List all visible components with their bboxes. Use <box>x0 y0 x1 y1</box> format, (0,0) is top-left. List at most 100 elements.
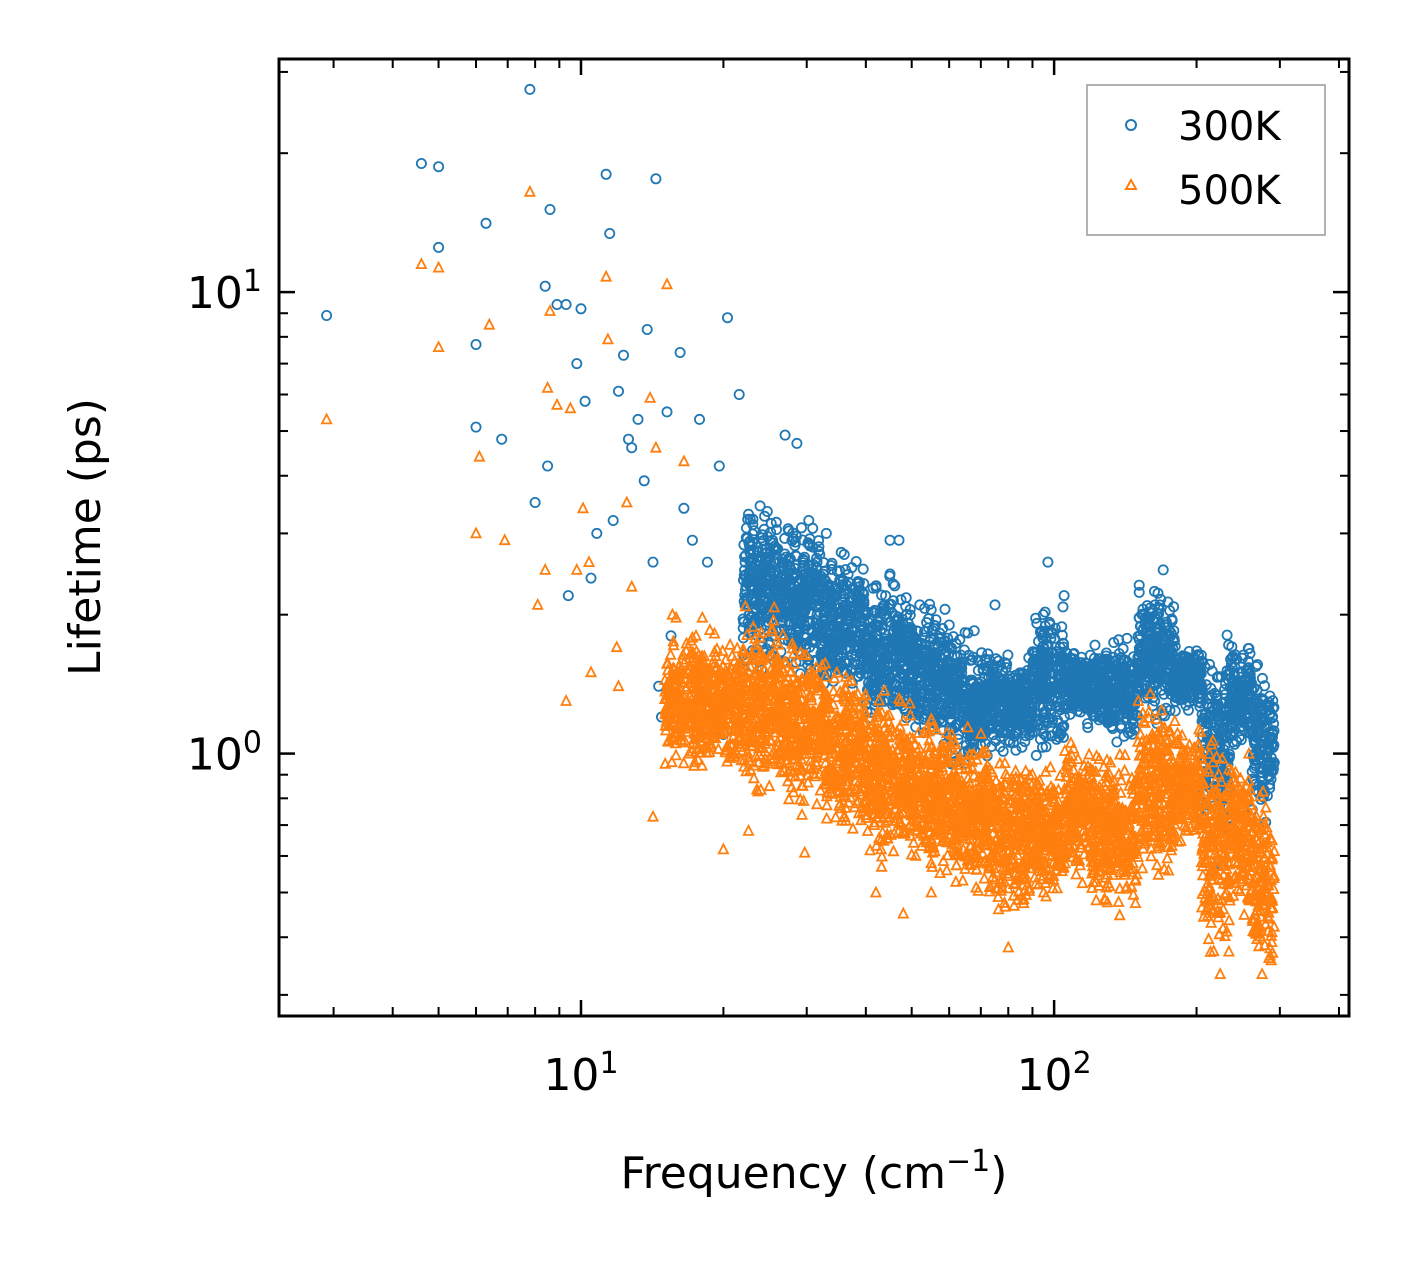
data-point-300k <box>817 568 829 580</box>
data-point-300k <box>1100 685 1112 697</box>
data-point-300k <box>1067 692 1079 704</box>
data-point-300k <box>1043 686 1055 698</box>
data-point-300k <box>781 572 793 584</box>
data-point-300k <box>895 594 907 606</box>
data-point-300k <box>1256 756 1268 768</box>
data-point-300k <box>1117 643 1129 655</box>
data-point-300k <box>825 560 837 572</box>
data-point-300k <box>1145 668 1157 680</box>
data-point-300k <box>850 556 862 568</box>
data-point-300k <box>879 644 891 656</box>
data-point-300k <box>1037 741 1049 753</box>
data-point-300k <box>964 654 976 666</box>
data-point-300k <box>1257 770 1269 782</box>
data-point-300k <box>927 625 939 637</box>
data-point-300k <box>758 523 770 535</box>
data-point-300k <box>1154 619 1166 631</box>
data-point-300k <box>1229 691 1241 703</box>
data-point-300k <box>1254 714 1266 726</box>
data-point-300k <box>816 621 828 633</box>
data-point-300k <box>836 594 848 606</box>
data-point-300k <box>1101 654 1113 666</box>
data-point-300k <box>921 704 933 716</box>
data-point-300k <box>560 298 572 310</box>
data-point-300k <box>848 600 860 612</box>
data-point-300k <box>997 745 1009 757</box>
data-point-300k <box>618 349 630 361</box>
data-point-300k <box>869 607 881 619</box>
data-point-300k <box>878 695 890 707</box>
data-point-300k <box>1057 601 1069 613</box>
data-point-300k <box>1226 685 1238 697</box>
data-point-300k <box>1016 684 1028 696</box>
data-point-300k <box>796 522 808 534</box>
data-point-300k <box>760 566 772 578</box>
data-point-300k <box>1016 691 1028 703</box>
data-point-300k <box>1055 728 1067 740</box>
data-point-300k <box>1035 662 1047 674</box>
data-point-300k <box>1133 680 1145 692</box>
data-point-300k <box>1065 665 1077 677</box>
data-point-300k <box>944 679 956 691</box>
data-point-300k <box>775 590 787 602</box>
data-point-300k <box>1053 731 1065 743</box>
data-point-300k <box>925 604 937 616</box>
data-point-300k <box>1191 645 1203 657</box>
data-point-300k <box>1224 668 1236 680</box>
data-point-300k <box>542 460 554 472</box>
data-point-300k <box>1016 741 1028 753</box>
data-point-300k <box>1228 726 1240 738</box>
data-point-300k <box>1119 675 1131 687</box>
data-point-300k <box>788 612 800 624</box>
data-point-300k <box>1114 720 1126 732</box>
data-point-300k <box>1236 652 1248 664</box>
data-point-300k <box>860 632 872 644</box>
data-point-300k <box>638 475 650 487</box>
data-point-300k <box>1031 707 1043 719</box>
data-point-300k <box>1111 736 1123 748</box>
data-point-300k <box>1142 670 1154 682</box>
data-point-300k <box>1078 661 1090 673</box>
data-point-300k <box>924 685 936 697</box>
data-point-300k <box>1058 641 1070 653</box>
data-point-300k <box>759 510 771 522</box>
data-point-300k <box>992 695 1004 707</box>
data-point-300k <box>837 574 849 586</box>
data-point-300k <box>970 686 982 698</box>
data-point-300k <box>470 338 482 350</box>
data-point-300k <box>884 616 896 628</box>
data-point-300k <box>753 564 765 576</box>
data-point-300k <box>1232 693 1244 705</box>
data-point-300k <box>751 545 763 557</box>
data-point-300k <box>877 600 889 612</box>
data-point-300k <box>1048 668 1060 680</box>
data-point-300k <box>742 513 754 525</box>
data-point-300k <box>1203 701 1215 713</box>
data-point-300k <box>1157 564 1169 576</box>
data-point-300k <box>889 580 901 592</box>
data-point-300k <box>990 682 1002 694</box>
data-point-300k <box>787 527 799 539</box>
data-point-300k <box>1178 650 1190 662</box>
data-point-300k <box>1214 711 1226 723</box>
data-point-300k <box>897 614 909 626</box>
data-point-300k <box>1082 718 1094 730</box>
data-point-300k <box>820 605 832 617</box>
data-point-300k <box>1133 666 1145 678</box>
data-point-300k <box>1064 708 1076 720</box>
data-point-300k <box>943 619 955 631</box>
data-point-300k <box>1016 673 1028 685</box>
data-point-300k <box>779 429 791 441</box>
data-point-300k <box>1156 639 1168 651</box>
data-point-300k <box>1030 749 1042 761</box>
data-point-300k <box>1224 664 1236 676</box>
data-point-300k <box>1263 704 1275 716</box>
data-point-300k <box>1082 722 1094 734</box>
data-point-300k <box>1221 629 1233 641</box>
data-point-300k <box>871 671 883 683</box>
data-point-300k <box>763 572 775 584</box>
data-point-300k <box>958 644 970 656</box>
data-point-300k <box>1240 665 1252 677</box>
data-point-300k <box>950 687 962 699</box>
